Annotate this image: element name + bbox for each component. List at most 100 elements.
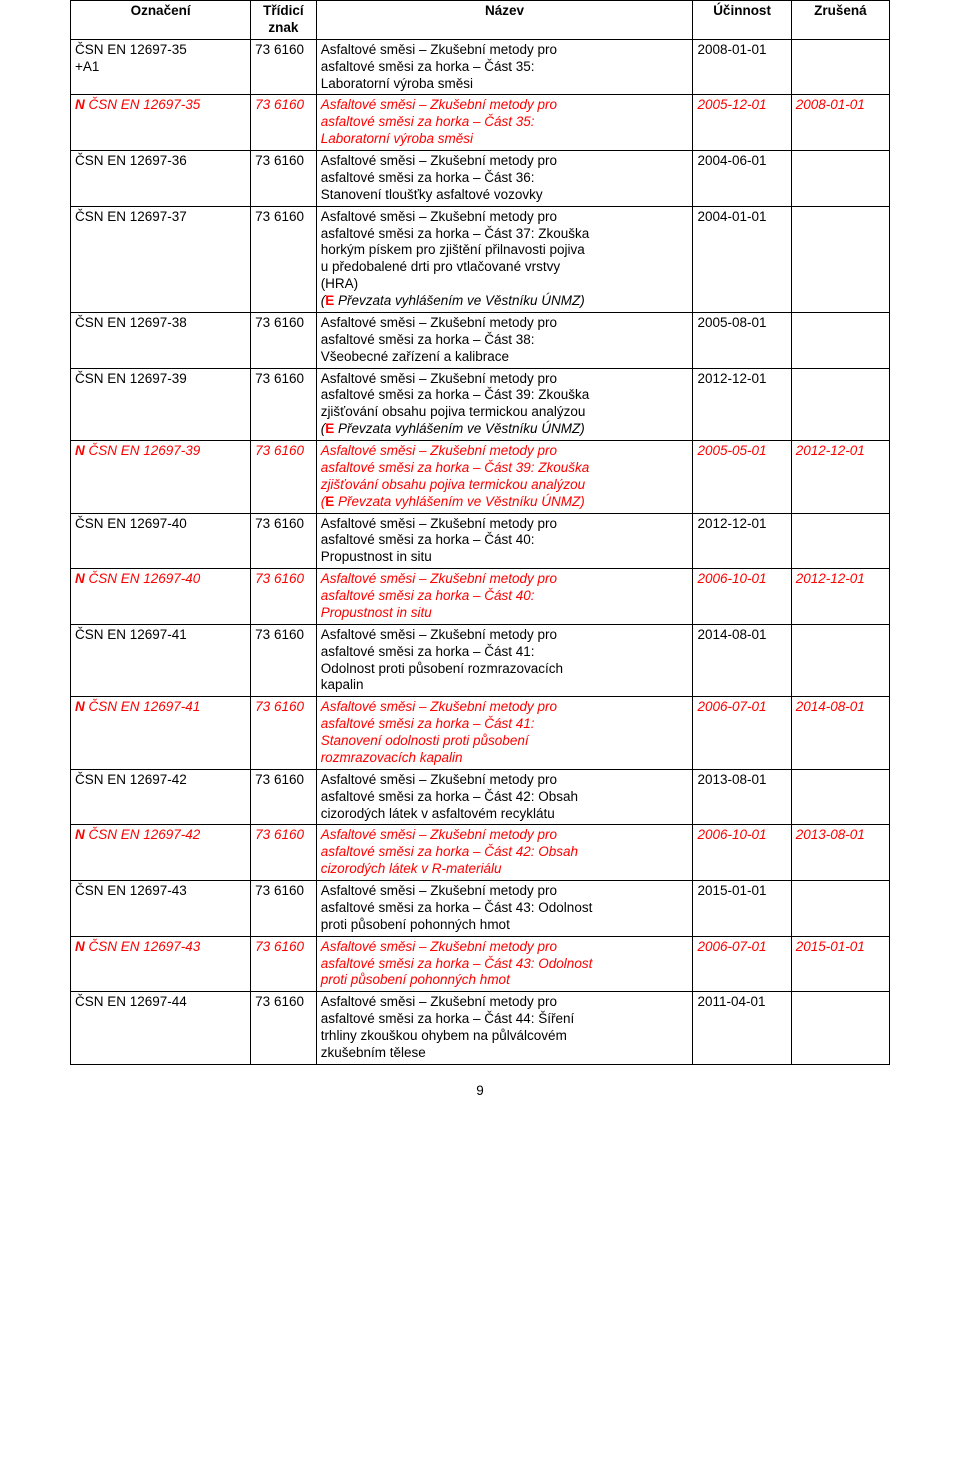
- header-row: Označení Třídicí znak Název Účinnost Zru…: [71, 1, 890, 40]
- table-row: ČSN EN 12697-4473 6160Asfaltové směsi – …: [71, 992, 890, 1065]
- table-row: N ČSN EN 12697-41 73 6160 Asfaltové směsi …: [71, 697, 890, 770]
- cell-ucinnost: 2013-08-01: [693, 769, 791, 825]
- n-prefix: N: [75, 827, 89, 842]
- table-row: ČSN EN 12697-41 73 6160Asfaltové směsi – …: [71, 624, 890, 697]
- cell-znak: 73 6160: [251, 151, 317, 207]
- n-prefix: N: [75, 443, 89, 458]
- cell-znak: 73 6160: [251, 697, 317, 770]
- cell-znak: 73 6160: [251, 624, 317, 697]
- nazev-line: Asfaltové směsi – Zkušební metody pro: [321, 315, 557, 330]
- header-zrusena: Zrušená: [791, 1, 889, 40]
- cell-znak: 73 6160: [251, 881, 317, 937]
- cell-zrusena: [791, 513, 889, 569]
- nazev-line: trhliny zkouškou ohybem na půlválcovém: [321, 1028, 567, 1043]
- nazev-line: asfaltové směsi za horka – Část 39: Zkou…: [321, 387, 590, 402]
- cell-nazev: Asfaltové směsi – Zkušební metody proasf…: [316, 39, 693, 95]
- cell-nazev: Asfaltové směsi – Zkušební metody pro asf…: [316, 825, 693, 881]
- table-row: ČSN EN 12697-3673 6160Asfaltové směsi – …: [71, 151, 890, 207]
- nazev-line: asfaltové směsi za horka – Část 42: Obsa…: [321, 844, 578, 859]
- nazev-line: cizorodých látek v asfaltovém recyklátu: [321, 806, 555, 821]
- nazev-line: Stanovení odolnosti proti působení: [321, 733, 529, 748]
- cell-ucinnost: 2012-12-01: [693, 368, 791, 441]
- cell-znak: 73 6160: [251, 513, 317, 569]
- cell-zrusena: [791, 992, 889, 1065]
- cell-znak: 73 6160: [251, 569, 317, 625]
- cell-znak: 73 6160: [251, 769, 317, 825]
- nazev-line: rozmrazovacích kapalin: [321, 750, 463, 765]
- table-row: ČSN EN 12697-3773 6160Asfaltové směsi – …: [71, 206, 890, 312]
- cell-znak: 73 6160: [251, 368, 317, 441]
- nazev-line: Asfaltové směsi – Zkušební metody pro: [321, 827, 557, 842]
- nazev-line: Asfaltové směsi – Zkušební metody pro: [321, 97, 557, 112]
- n-prefix: N: [75, 571, 89, 586]
- nazev-line: Asfaltové směsi – Zkušební metody pro: [321, 699, 557, 714]
- nazev-line: asfaltové směsi za horka – Část 40:: [321, 588, 535, 603]
- cell-oznaceni: N ČSN EN 12697-39: [71, 441, 251, 514]
- cell-zrusena: 2012-12-01: [791, 441, 889, 514]
- cell-zrusena: 2012-12-01: [791, 569, 889, 625]
- oznaceni-text: +A1: [75, 59, 99, 74]
- page-number: 9: [70, 1083, 890, 1098]
- cell-ucinnost: 2014-08-01: [693, 624, 791, 697]
- cell-oznaceni: ČSN EN 12697-40: [71, 513, 251, 569]
- nazev-line: asfaltové směsi za horka – Část 37: Zkou…: [321, 226, 590, 241]
- cell-oznaceni: N ČSN EN 12697-35: [71, 95, 251, 151]
- cell-oznaceni: ČSN EN 12697-36: [71, 151, 251, 207]
- oznaceni-text: ČSN EN 12697-41: [75, 627, 187, 642]
- cell-nazev: Asfaltové směsi – Zkušební metody pro asf…: [316, 95, 693, 151]
- cell-oznaceni: ČSN EN 12697-42: [71, 769, 251, 825]
- cell-znak: 73 6160: [251, 39, 317, 95]
- cell-ucinnost: 2005-08-01: [693, 312, 791, 368]
- nazev-line: Odolnost proti působení rozmrazovacích: [321, 661, 563, 676]
- page-container: Označení Třídicí znak Název Účinnost Zru…: [0, 0, 960, 1138]
- header-oznaceni: Označení: [71, 1, 251, 40]
- nazev-line: Laboratorní výroba směsi: [321, 131, 473, 146]
- nazev-line: (HRA): [321, 276, 359, 291]
- table-body: ČSN EN 12697-35 +A1 73 6160 Asfaltové směsi…: [71, 39, 890, 1064]
- cell-ucinnost: 2006-10-01: [693, 569, 791, 625]
- cell-nazev: Asfaltové směsi – Zkušební metody proasf…: [316, 624, 693, 697]
- cell-zrusena: [791, 151, 889, 207]
- e-mark: E: [325, 494, 338, 509]
- oznaceni-text: ČSN EN 12697-40: [75, 516, 187, 531]
- n-prefix: N: [75, 699, 89, 714]
- cell-oznaceni: N ČSN EN 12697-43: [71, 936, 251, 992]
- oznaceni-text: ČSN EN 12697-35: [89, 97, 201, 112]
- nazev-line: asfaltové směsi za horka – Část 35:: [321, 114, 535, 129]
- oznaceni-text: ČSN EN 12697-41: [89, 699, 201, 714]
- nazev-line: asfaltové směsi za horka – Část 43: Odol…: [321, 900, 593, 915]
- cell-oznaceni: N ČSN EN 12697-40: [71, 569, 251, 625]
- cell-nazev: Asfaltové směsi – Zkušební metody proasf…: [316, 368, 693, 441]
- cell-nazev: Asfaltové směsi – Zkušební metody proasf…: [316, 312, 693, 368]
- nazev-line: Asfaltové směsi – Zkušební metody pro: [321, 772, 557, 787]
- cell-zrusena: [791, 769, 889, 825]
- oznaceni-text: ČSN EN 12697-43: [75, 883, 187, 898]
- nazev-line: Asfaltové směsi – Zkušební metody pro: [321, 443, 557, 458]
- cell-ucinnost: 2006-07-01: [693, 697, 791, 770]
- nazev-line: asfaltové směsi za horka – Část 43: Odol…: [321, 956, 593, 971]
- table-row: ČSN EN 12697-35+A173 6160Asfaltové směsi…: [71, 39, 890, 95]
- cell-znak: 73 6160: [251, 95, 317, 151]
- nazev-line: Asfaltové směsi – Zkušební metody pro: [321, 571, 557, 586]
- nazev-line: Propustnost in situ: [321, 549, 432, 564]
- cell-znak: 73 6160: [251, 441, 317, 514]
- oznaceni-text: ČSN EN 12697-43: [89, 939, 201, 954]
- cell-ucinnost: 2015-01-01: [693, 881, 791, 937]
- oznaceni-text: ČSN EN 12697-39: [89, 443, 201, 458]
- cell-nazev: Asfaltové směsi – Zkušební metody proasf…: [316, 881, 693, 937]
- cell-znak: 73 6160: [251, 206, 317, 312]
- nazev-line: asfaltové směsi za horka – Část 42: Obsa…: [321, 789, 578, 804]
- cell-oznaceni: ČSN EN 12697-38: [71, 312, 251, 368]
- cell-zrusena: [791, 206, 889, 312]
- cell-ucinnost: 2005-05-01: [693, 441, 791, 514]
- table-row: ČSN EN 12697-43 73 6160Asfaltové směsi – …: [71, 881, 890, 937]
- nazev-line: Stanovení tloušťky asfaltové vozovky: [321, 187, 543, 202]
- table-head: Označení Třídicí znak Název Účinnost Zru…: [71, 1, 890, 40]
- header-znak: Třídicí znak: [251, 1, 317, 40]
- oznaceni-text: ČSN EN 12697-36: [75, 153, 187, 168]
- nazev-line: Všeobecné zařízení a kalibrace: [321, 349, 509, 364]
- cell-zrusena: 2015-01-01: [791, 936, 889, 992]
- cell-ucinnost: 2005-12-01: [693, 95, 791, 151]
- extra-text: Převzata vyhlášením ve Věstníku ÚNMZ): [338, 421, 585, 436]
- cell-ucinnost: 2004-01-01: [693, 206, 791, 312]
